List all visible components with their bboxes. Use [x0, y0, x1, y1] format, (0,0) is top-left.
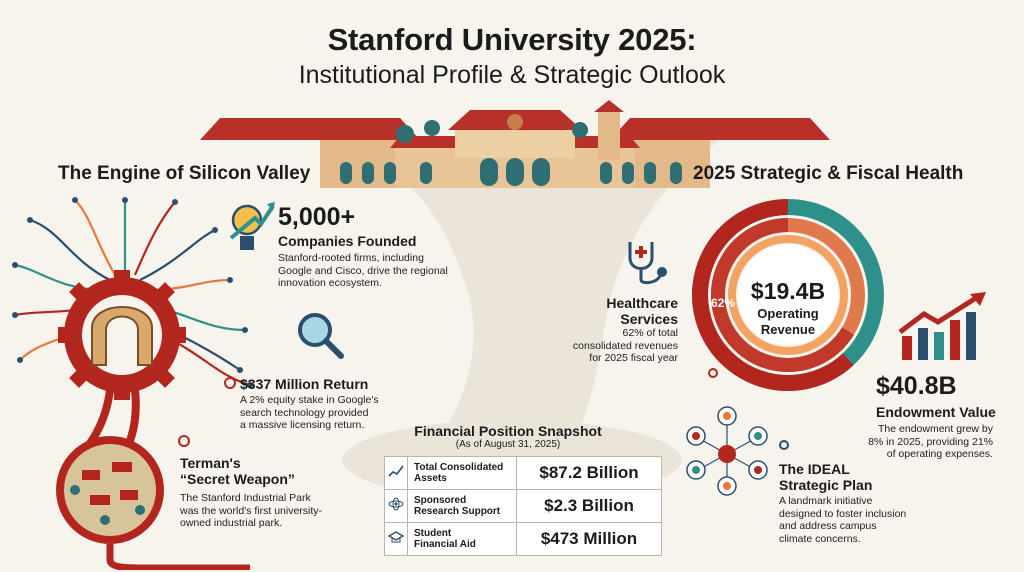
revenue-donut-chart: [692, 199, 884, 391]
companies-description: Stanford-rooted firms, including Google a…: [278, 252, 448, 289]
left-section-title: The Engine of Silicon Valley: [58, 163, 311, 184]
page-title: Stanford University 2025:: [327, 22, 697, 57]
healthcare-title: Healthcare Services: [606, 295, 678, 327]
snapshot-table: Total Consolidated Assets $87.2 Billion S…: [384, 456, 662, 556]
endowment-value: $40.8B: [876, 372, 957, 400]
donut-percent-label: 62%: [711, 296, 736, 310]
growth-bars-icon: [898, 292, 986, 360]
table-row: Total Consolidated Assets $87.2 Billion: [384, 456, 662, 490]
revenue-label: Operating Revenue: [757, 306, 819, 337]
atom-icon: [384, 489, 408, 523]
row-value: $87.2 Billion: [516, 456, 662, 490]
page-subtitle: Institutional Profile & Strategic Outloo…: [298, 61, 726, 89]
right-section-title: 2025 Strategic & Fiscal Health: [693, 163, 964, 184]
row-value: $473 Million: [516, 522, 662, 556]
bullet-dot-icon: [708, 368, 718, 378]
return-value: $337 Million Return: [240, 376, 369, 392]
row-label: Sponsored Research Support: [407, 489, 517, 523]
circuit-tree-illustration: [12, 197, 253, 570]
magnifier-icon: [298, 313, 344, 359]
row-label: Student Financial Aid: [407, 522, 517, 556]
bullet-dot-icon: [178, 435, 190, 447]
terman-description: The Stanford Industrial Park was the worl…: [180, 492, 323, 529]
ideal-description: A landmark initiative designed to foster …: [779, 495, 907, 545]
inner-red-arc: [710, 218, 854, 372]
chart-icon: [384, 456, 408, 490]
healthcare-description: 62% of total consolidated revenues for 202…: [572, 327, 678, 364]
stethoscope-icon: [628, 242, 667, 285]
table-row: Student Financial Aid $473 Million: [384, 522, 662, 556]
snapshot-title: Financial Position Snapshot: [414, 423, 602, 439]
people-network-icon: [686, 406, 768, 496]
row-value: $2.3 Billion: [516, 489, 662, 523]
companies-label: Companies Founded: [278, 233, 417, 249]
healthcare-share-arc: [692, 199, 854, 391]
table-row: Sponsored Research Support $2.3 Billion: [384, 489, 662, 523]
row-label: Total Consolidated Assets: [407, 456, 517, 490]
lightbulb-growth-icon: [229, 202, 275, 250]
stanford-building-illustration: [200, 100, 830, 188]
ideal-title: The IDEAL Strategic Plan: [779, 461, 873, 493]
endowment-description: The endowment grew by 8% in 2025, providi…: [868, 423, 993, 460]
return-description: A 2% equity stake in Google's search tech…: [240, 394, 379, 431]
revenue-value: $19.4B: [750, 278, 826, 304]
bullet-dot-icon: [224, 377, 236, 389]
snapshot-asof: (As of August 31, 2025): [455, 439, 561, 450]
endowment-label: Endowment Value: [876, 404, 996, 420]
bullet-dot-icon: [779, 440, 789, 450]
companies-value: 5,000+: [278, 203, 356, 231]
graduation-cap-icon: [384, 522, 408, 556]
terman-title: Terman's “Secret Weapon”: [180, 455, 295, 487]
